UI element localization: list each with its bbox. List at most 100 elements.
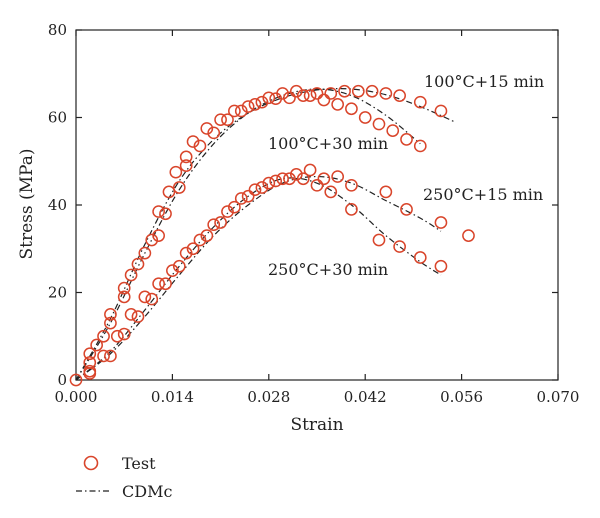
test-point-series-3	[372, 233, 386, 247]
test-point-series-1	[221, 113, 234, 127]
test-point-series-0	[200, 122, 214, 135]
test-point-series-2	[234, 192, 248, 205]
test-point-series-2	[166, 264, 179, 277]
test-point-series-3	[255, 181, 269, 194]
test-point-series-2	[221, 205, 234, 218]
test-point-series-2	[276, 172, 289, 186]
test-point-series-1	[386, 124, 400, 137]
test-point-series-3	[413, 251, 427, 264]
test-point-series-0	[179, 150, 193, 164]
test-point-series-0	[241, 100, 255, 113]
test-point-series-3	[345, 203, 358, 216]
test-point-series-2	[179, 246, 193, 260]
x-tick-label: 0.000	[55, 388, 98, 406]
x-tick-label: 0.070	[537, 388, 580, 406]
test-point-series-1	[262, 91, 276, 105]
x-tick-label: 0.014	[151, 388, 194, 406]
test-point-series-0	[283, 91, 296, 105]
test-point-series-0	[228, 104, 241, 118]
cdmc-model-line-series-3	[75, 177, 442, 381]
test-point-series-2	[110, 329, 124, 343]
plot-frame	[75, 29, 559, 381]
x-tick-label: 0.042	[344, 388, 387, 406]
test-point-series-2	[262, 176, 276, 190]
test-point-series-1	[104, 316, 117, 330]
test-point-series-3	[104, 349, 117, 363]
test-point-series-1	[138, 246, 152, 260]
test-point-series-1	[152, 229, 165, 242]
test-point-series-3	[241, 189, 255, 203]
test-point-series-3	[172, 259, 186, 273]
test-point-series-0	[324, 87, 338, 100]
test-point-series-1	[124, 268, 138, 282]
annotation-100c-30min: 100°C+30 min	[268, 134, 388, 153]
test-point-series-3	[83, 367, 97, 380]
test-point-series-0	[413, 95, 427, 109]
test-point-series-0	[117, 281, 131, 295]
test-markers	[69, 84, 475, 387]
model-lines	[75, 88, 455, 381]
legend-test-marker	[83, 455, 99, 471]
test-point-series-2	[248, 183, 262, 197]
y-tick-label: 20	[48, 284, 67, 302]
x-axis-title: Strain	[290, 415, 343, 435]
annotation-100c-15min: 100°C+15 min	[424, 72, 544, 91]
test-point-series-1	[90, 338, 104, 352]
test-point-series-0	[83, 347, 97, 361]
test-point-series-1	[372, 117, 386, 131]
test-point-series-2	[152, 277, 165, 291]
test-point-series-0	[169, 165, 183, 179]
test-point-series-3	[228, 200, 241, 214]
test-point-series-2	[193, 233, 207, 247]
test-point-series-1	[248, 98, 262, 111]
test-point-series-0	[152, 205, 165, 218]
x-tick-label: 0.056	[440, 388, 483, 406]
test-point-series-0	[145, 233, 159, 247]
test-point-series-0	[97, 329, 110, 343]
test-point-series-2	[289, 168, 303, 181]
test-point-series-2	[345, 178, 358, 192]
test-point-series-1	[413, 139, 427, 153]
test-point-series-1	[331, 98, 345, 111]
test-point-series-3	[296, 172, 310, 186]
test-point-series-1	[159, 207, 172, 221]
test-point-series-1	[207, 126, 221, 140]
test-point-series-0	[393, 89, 406, 102]
test-point-series-2	[379, 185, 393, 199]
test-point-series-2	[124, 308, 138, 321]
test-point-series-3	[393, 240, 406, 253]
test-point-series-2	[331, 170, 345, 183]
test-point-series-0	[296, 89, 310, 102]
y-tick-label: 0	[57, 371, 67, 389]
annotation-250c-30min: 250°C+30 min	[268, 260, 388, 279]
test-point-series-0	[338, 84, 351, 98]
test-point-series-3	[117, 327, 131, 341]
test-point-series-2	[434, 216, 448, 229]
test-point-series-2	[207, 218, 221, 232]
test-point-series-3	[324, 185, 338, 199]
legend-cdmc-label: CDMc	[122, 482, 172, 501]
test-point-series-0	[186, 135, 200, 148]
test-point-series-3	[310, 178, 324, 192]
test-point-series-3	[434, 259, 448, 273]
test-point-series-3	[145, 292, 159, 306]
test-point-series-2	[138, 290, 152, 304]
test-point-series-1	[172, 181, 186, 194]
y-tick-label: 60	[48, 109, 67, 127]
test-point-series-0	[131, 257, 145, 271]
test-point-series-1	[317, 93, 331, 107]
test-point-series-1	[117, 290, 131, 304]
test-point-series-1	[234, 104, 248, 118]
test-point-series-3	[131, 310, 145, 323]
test-point-series-1	[345, 102, 358, 116]
x-tick-label: 0.028	[247, 388, 290, 406]
y-tick-label: 80	[48, 21, 67, 39]
test-point-series-1	[179, 159, 193, 172]
test-point-series-0	[162, 185, 176, 199]
test-point-series-1	[358, 111, 372, 124]
test-point-series-3	[214, 216, 227, 229]
test-point-series-3	[186, 242, 200, 256]
test-point-series-0	[310, 87, 324, 100]
tick-labels: 0.000 0.014 0.028 0.042 0.056 0.070 0 20 40 60 80	[48, 21, 580, 406]
legend-test-label: Test	[122, 454, 156, 473]
